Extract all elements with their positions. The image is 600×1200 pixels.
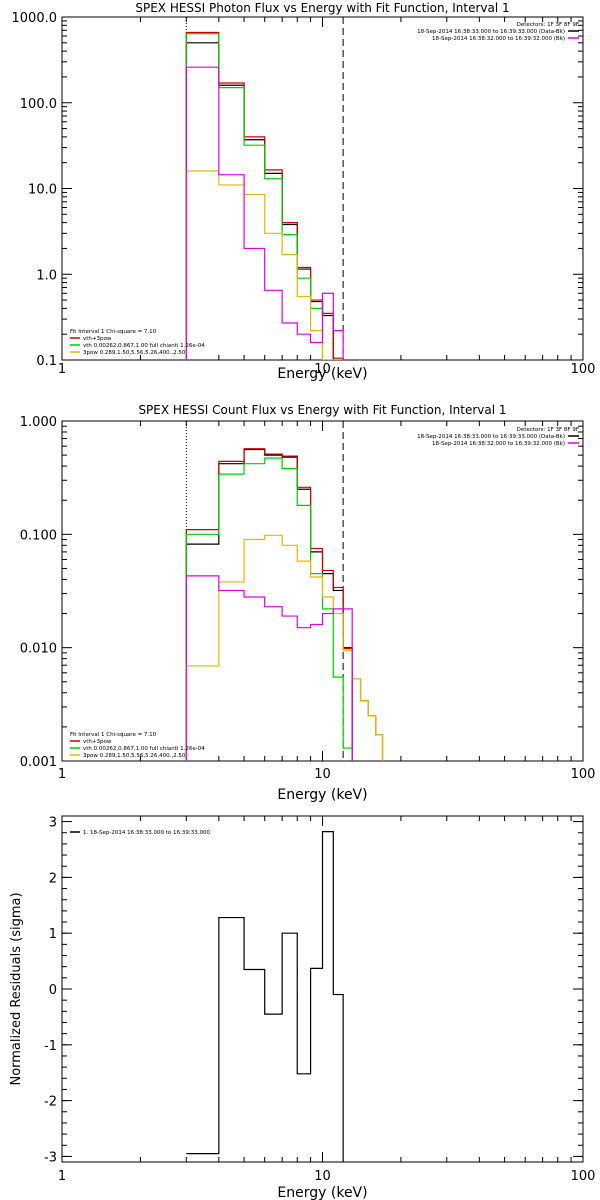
x-tick-label: 10 (314, 362, 331, 377)
series-group (185, 31, 344, 360)
chart-panel-2: SPEX HESSI Count Flux vs Energy with Fit… (20, 403, 596, 803)
y-tick-label: 1.000 (20, 415, 57, 430)
x-tick-label: 1 (58, 362, 66, 377)
y-tick-label: -3 (44, 1150, 57, 1165)
header-entry: 18-Sep-2014 16:38:32.000 to 16:39:32.000… (432, 36, 565, 42)
legend-entry: vth 0.00262,0.867,1.00 full chianti 1.26… (83, 343, 205, 349)
chart-panel-1: SPEX HESSI Photon Flux vs Energy with Fi… (12, 1, 596, 382)
y-axis-label: Normalized Residuals (sigma) (9, 892, 24, 1085)
x-tick-label: 100 (571, 767, 596, 782)
x-axis-label: Energy (keV) (277, 787, 367, 803)
y-tick-label: 0.010 (20, 642, 57, 657)
header-entry: 18-Sep-2014 16:38:33.000 to 16:39:33.000… (417, 434, 565, 440)
series-line-1-18-sep-2014-16-38-33-0 (186, 831, 344, 1162)
series-group (186, 831, 344, 1162)
series-line-data-bk (185, 448, 353, 761)
header-entry: 18-Sep-2014 16:38:33.000 to 16:39:33.000… (417, 29, 565, 35)
x-tick-label: 1 (58, 1169, 66, 1184)
legend-entry: 3pow 0.289,1.50,5.56,5.26,400.,2.50 (83, 350, 186, 356)
series-group (185, 448, 384, 761)
series-line-3pow (185, 534, 384, 761)
chart-panel-3: 1 10 100 Energy (keV) -3 -2 -1 0 1 2 3 Normalized R… (9, 815, 596, 1200)
legend-title: Fit Interval 1 Chi-square = 7.10 (70, 329, 157, 335)
y-tick-label: 1 (49, 927, 57, 942)
legend-entry: 3pow 0.289,1.50,5.56,5.26,400.,2.50 (83, 753, 186, 759)
series-line-bk (185, 66, 344, 360)
series-line-vth-3pow (185, 31, 344, 360)
y-tick-label: 100.0 (20, 97, 57, 112)
detectors-label: Detectors: 1F 3F 8F 9F (517, 22, 579, 28)
chart-title: SPEX HESSI Photon Flux vs Energy with Fi… (135, 1, 509, 15)
x-axis-label: Energy (keV) (277, 366, 367, 382)
chart-title: SPEX HESSI Count Flux vs Energy with Fit… (138, 403, 506, 417)
y-tick-label: 3 (49, 816, 57, 831)
series-line-bk (185, 575, 353, 761)
x-tick-label: 100 (571, 1169, 596, 1184)
y-tick-label: 0.001 (20, 755, 57, 770)
x-axis-label: Energy (keV) (277, 1185, 367, 1200)
legend-entry: vth+3pow (83, 739, 112, 745)
y-tick-label: 0 (49, 983, 57, 998)
header-entry: 18-Sep-2014 16:38:32.000 to 16:39:32.000… (432, 441, 565, 447)
x-tick-label: 10 (314, 767, 331, 782)
y-tick-label: 10.0 (28, 183, 57, 198)
y-tick-label: -2 (44, 1095, 57, 1110)
legend-entry: vth+3pow (83, 336, 112, 342)
x-tick-label: 100 (571, 362, 596, 377)
y-tick-label: 0.1 (36, 354, 57, 369)
y-tick-label: 1000.0 (12, 11, 58, 26)
detectors-label: Detectors: 1F 3F 8F 9F (517, 427, 579, 433)
x-tick-label: 1 (58, 767, 66, 782)
y-tick-label: 2 (49, 871, 57, 886)
legend-title: Fit Interval 1 Chi-square = 7.10 (70, 732, 157, 738)
legend-entry: 1. 18-Sep-2014 16:38:33.000 to 16:39:33.… (83, 830, 210, 836)
y-tick-label: 1.0 (36, 268, 57, 283)
y-tick-label: -1 (44, 1039, 57, 1054)
y-tick-label: 0.100 (20, 528, 57, 543)
series-line-vth-3pow (185, 448, 384, 761)
legend-entry: vth 0.00262,0.867,1.00 full chianti 1.26… (83, 746, 205, 752)
x-tick-label: 10 (314, 1169, 331, 1184)
series-line-vth (185, 457, 353, 761)
